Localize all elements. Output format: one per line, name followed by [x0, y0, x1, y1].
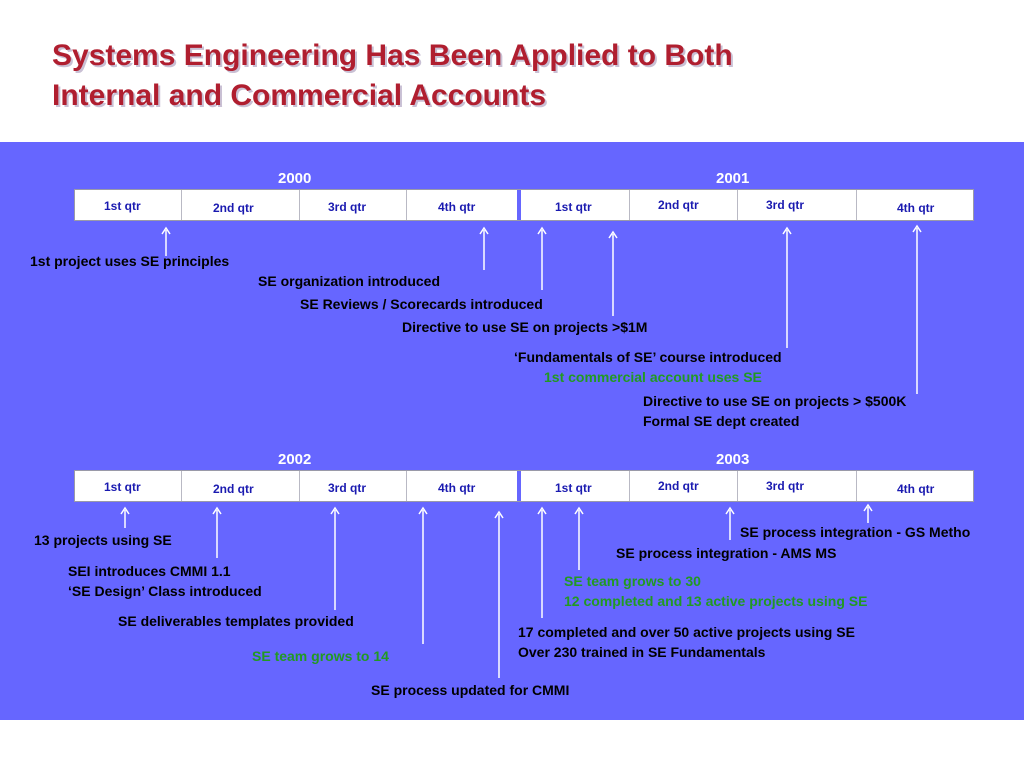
arrow-up-icon: [161, 226, 171, 256]
event-label-highlight: SE team grows to 14: [252, 648, 389, 664]
quarter-label: 4th qtr: [438, 200, 476, 214]
year-label-2002: 2002: [278, 451, 312, 468]
event-label: Formal SE dept created: [643, 413, 800, 429]
arrow-up-icon: [537, 226, 547, 290]
arrow-up-icon: [912, 224, 922, 394]
quarter-label: 1st qtr: [104, 480, 141, 494]
year-label-2003: 2003: [716, 451, 750, 468]
quarter-divider: [299, 471, 300, 501]
arrow-up-icon: [537, 506, 547, 618]
year-label-2001: 2001: [716, 170, 750, 187]
event-label-highlight: 1st commercial account uses SE: [544, 369, 762, 385]
year-label-2000: 2000: [278, 170, 312, 187]
year-divider: [517, 471, 521, 501]
event-label: Directive to use SE on projects > $500K: [643, 393, 907, 409]
quarter-label: 4th qtr: [438, 481, 476, 495]
quarter-divider: [737, 190, 738, 220]
quarter-label: 1st qtr: [555, 200, 592, 214]
quarter-bar-2002-2003: 1st qtr 2nd qtr 3rd qtr 4th qtr 1st qtr …: [74, 470, 974, 502]
event-label: SEI introduces CMMI 1.1: [68, 563, 231, 579]
arrow-up-icon: [418, 506, 428, 644]
quarter-label: 3rd qtr: [766, 479, 805, 493]
event-label: SE process updated for CMMI: [371, 682, 570, 698]
quarter-label: 4th qtr: [897, 482, 935, 496]
event-label: Over 230 trained in SE Fundamentals: [518, 644, 766, 660]
page-title-line-2: Internal and Commercial Accounts: [52, 79, 547, 112]
arrow-up-icon: [725, 506, 735, 540]
quarter-label: 3rd qtr: [766, 198, 805, 212]
arrow-up-icon: [212, 506, 222, 558]
quarter-label: 1st qtr: [555, 481, 592, 495]
quarter-label: 2nd qtr: [658, 479, 699, 493]
event-label: SE process integration - GS Metho: [740, 524, 971, 540]
quarter-label: 2nd qtr: [213, 201, 254, 215]
event-label: SE Reviews / Scorecards introduced: [300, 296, 543, 312]
quarter-label: 3rd qtr: [328, 200, 367, 214]
event-label: SE process integration - AMS MS: [616, 545, 837, 561]
timeline-panel: [0, 142, 1024, 720]
quarter-divider: [856, 471, 857, 501]
quarter-divider: [856, 190, 857, 220]
arrow-up-icon: [494, 510, 504, 678]
arrow-up-icon: [479, 226, 489, 270]
quarter-divider: [629, 471, 630, 501]
arrow-up-icon: [863, 503, 873, 523]
arrow-up-icon: [608, 230, 618, 316]
quarter-divider: [406, 190, 407, 220]
quarter-divider: [299, 190, 300, 220]
event-label: SE deliverables templates provided: [118, 613, 354, 629]
quarter-divider: [181, 471, 182, 501]
arrow-up-icon: [574, 506, 584, 570]
quarter-label: 2nd qtr: [658, 198, 699, 212]
event-label: 1st project uses SE principles: [30, 253, 230, 269]
arrow-up-icon: [330, 506, 340, 610]
event-label: ‘Fundamentals of SE’ course introduced: [514, 349, 782, 365]
event-label: 17 completed and over 50 active projects…: [518, 624, 855, 640]
page-title: Systems Engineering Has Been Applied to …: [52, 36, 733, 116]
event-label-highlight: SE team grows to 30: [564, 573, 701, 589]
page-title-line-1: Systems Engineering Has Been Applied to …: [52, 39, 733, 72]
quarter-divider: [629, 190, 630, 220]
year-divider: [517, 190, 521, 220]
quarter-divider: [406, 471, 407, 501]
quarter-label: 2nd qtr: [213, 482, 254, 496]
arrow-up-icon: [120, 506, 130, 528]
quarter-label: 4th qtr: [897, 201, 935, 215]
event-label-highlight: 12 completed and 13 active projects usin…: [564, 593, 868, 609]
event-label: SE organization introduced: [258, 273, 441, 289]
event-label: ‘SE Design’ Class introduced: [68, 583, 262, 599]
event-label: 13 projects using SE: [34, 532, 172, 548]
arrow-up-icon: [782, 226, 792, 348]
quarter-label: 1st qtr: [104, 199, 141, 213]
quarter-divider: [737, 471, 738, 501]
quarter-divider: [181, 190, 182, 220]
quarter-label: 3rd qtr: [328, 481, 367, 495]
event-label: Directive to use SE on projects >$1M: [402, 319, 648, 335]
quarter-bar-2000-2001: 1st qtr 2nd qtr 3rd qtr 4th qtr 1st qtr …: [74, 189, 974, 221]
